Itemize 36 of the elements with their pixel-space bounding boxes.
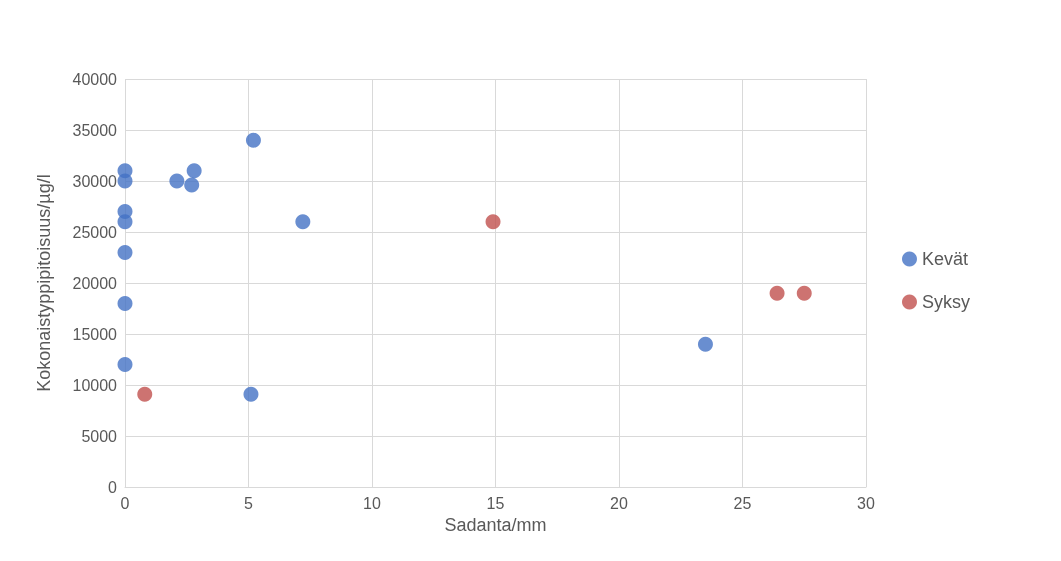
x-tick-label: 5	[244, 494, 254, 512]
point	[117, 357, 133, 373]
x-tick-label: 20	[610, 494, 628, 512]
x-axis-title: Sadanta/mm	[444, 514, 547, 535]
y-tick-label: 35000	[72, 121, 118, 139]
point	[186, 163, 202, 179]
point	[769, 285, 785, 301]
y-tick-label: 5000	[81, 427, 118, 445]
y-tick-label: 25000	[72, 223, 118, 241]
point	[245, 132, 261, 148]
point	[295, 214, 311, 230]
x-tick-label: 30	[857, 494, 875, 512]
point	[485, 214, 501, 230]
point	[117, 244, 133, 260]
point	[796, 285, 812, 301]
point	[117, 214, 133, 230]
y-tick-label: 20000	[72, 274, 118, 292]
legend-label: Syksy	[921, 292, 971, 312]
legend-label: Kevät	[921, 249, 969, 269]
point	[697, 336, 713, 352]
y-tick-label: 30000	[72, 172, 118, 190]
y-tick-label: 10000	[72, 376, 118, 394]
point	[184, 177, 200, 193]
y-tick-label: 0	[108, 478, 118, 496]
x-tick-label: 15	[486, 494, 505, 512]
x-tick-label: 25	[733, 494, 752, 512]
point	[169, 173, 185, 189]
point	[137, 386, 153, 402]
point	[117, 295, 133, 311]
point	[243, 386, 259, 402]
y-tick-label: 15000	[72, 325, 118, 343]
y-axis-title: Kokonaistyppipitoisuus/µg/l	[34, 174, 54, 392]
point	[117, 173, 133, 189]
x-tick-label: 10	[363, 494, 381, 512]
x-tick-label: 0	[120, 494, 130, 512]
y-tick-label: 40000	[72, 70, 118, 88]
